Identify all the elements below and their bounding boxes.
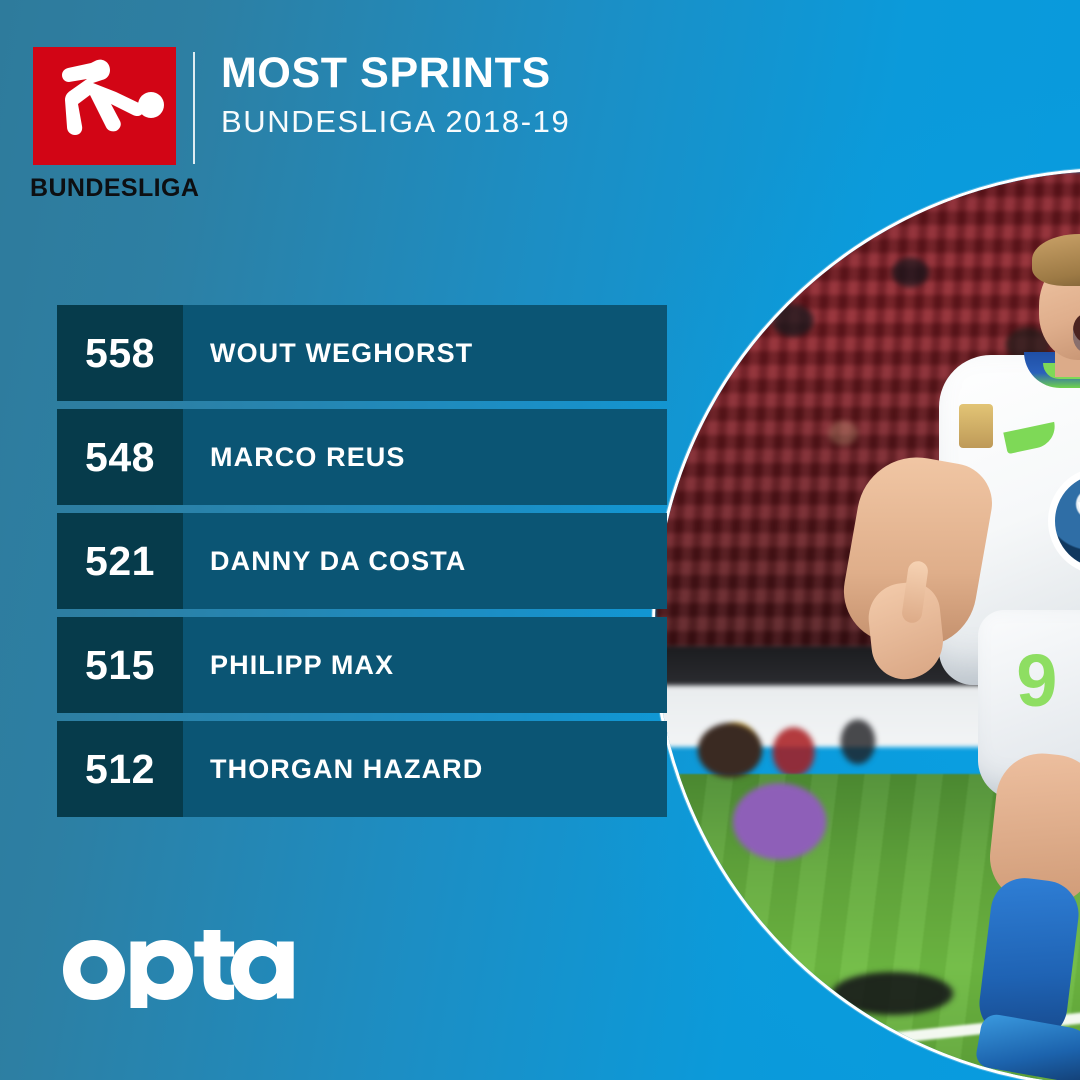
row-value: 515	[85, 641, 155, 688]
table-row: 521 DANNY DA COSTA	[57, 513, 667, 609]
row-bar: MARCO REUS	[183, 409, 667, 505]
row-bar: THORGAN HAZARD	[183, 721, 667, 817]
row-value-block: 521	[57, 513, 183, 609]
header: BUNDESLIGA MOST SPRINTS BUNDESLIGA 2018-…	[0, 0, 1080, 215]
row-value: 558	[85, 329, 155, 376]
row-label: WOUT WEGHORST	[210, 337, 474, 368]
row-value-block: 515	[57, 617, 183, 713]
row-value: 548	[85, 433, 155, 480]
player-mouth	[1073, 312, 1080, 353]
table-row: 515 PHILIPP MAX	[57, 617, 667, 713]
row-value: 512	[85, 745, 155, 792]
page-subtitle: BUNDESLIGA 2018-19	[221, 103, 571, 139]
player-figure: 9	[801, 189, 1080, 1080]
table-row: 512 THORGAN HAZARD	[57, 721, 667, 817]
row-label: DANNY DA COSTA	[210, 545, 467, 576]
bundesliga-logo-icon	[33, 47, 176, 165]
row-label: PHILIPP MAX	[210, 649, 395, 680]
shirt-number: 9	[1016, 639, 1058, 723]
cup-badge-icon	[958, 404, 993, 449]
page-title: MOST SPRINTS	[221, 49, 551, 97]
row-label: THORGAN HAZARD	[210, 753, 484, 784]
header-divider	[193, 52, 195, 164]
table-row: 548 MARCO REUS	[57, 409, 667, 505]
sprint-ranking-list: 558 WOUT WEGHORST 548 MARCO REUS 521 DAN…	[57, 305, 667, 825]
row-label: MARCO REUS	[210, 441, 406, 472]
header-titles: MOST SPRINTS BUNDESLIGA 2018-19	[221, 49, 571, 139]
row-value-block: 548	[57, 409, 183, 505]
player-hair	[1031, 234, 1080, 287]
row-bar: PHILIPP MAX	[183, 617, 667, 713]
row-bar: WOUT WEGHORST	[183, 305, 667, 401]
row-value: 521	[85, 537, 155, 584]
row-value-block: 558	[57, 305, 183, 401]
row-bar: DANNY DA COSTA	[183, 513, 667, 609]
player-photo: 9	[652, 168, 1080, 1080]
opta-logo	[60, 930, 310, 1008]
bundesliga-wordmark: BUNDESLIGA	[30, 174, 200, 202]
table-row: 558 WOUT WEGHORST	[57, 305, 667, 401]
player-left-boot	[974, 1012, 1080, 1080]
photo-scene: 9	[655, 171, 1080, 1080]
row-value-block: 512	[57, 721, 183, 817]
